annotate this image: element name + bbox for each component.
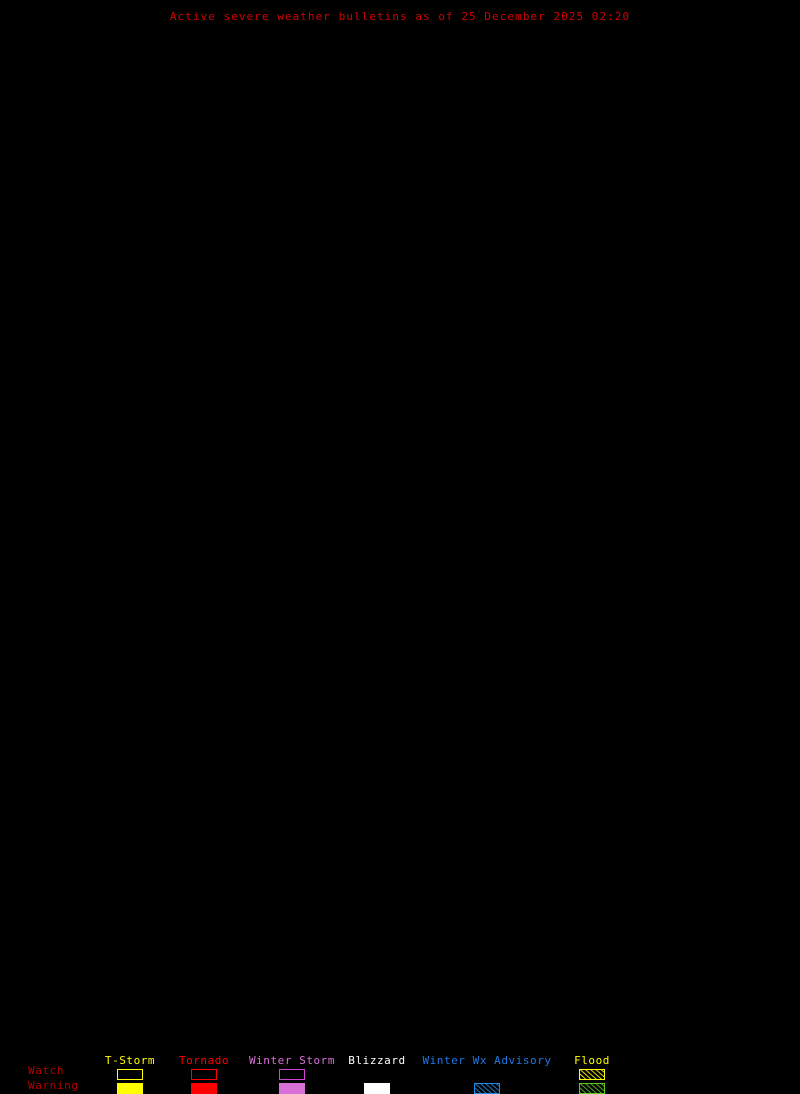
legend-header-winter-wx-advisory: Winter Wx Advisory (422, 1054, 552, 1067)
legend-header-winter-storm: Winter Storm (248, 1054, 336, 1067)
legend-swatch-winter-wx-advisory-warning (474, 1083, 500, 1094)
legend-header-tornado: Tornado (178, 1054, 230, 1067)
legend-swatch-flood-watch (579, 1069, 605, 1080)
legend-row-label-watch: Watch (28, 1064, 65, 1077)
legend-swatch-t-storm-watch (117, 1069, 143, 1080)
legend-row-label-warning: Warning (28, 1079, 79, 1092)
legend-swatch-winter-storm-warning (279, 1083, 305, 1094)
legend-swatch-tornado-watch (191, 1069, 217, 1080)
legend-swatch-t-storm-warning (117, 1083, 143, 1094)
legend-header-flood: Flood (574, 1054, 610, 1067)
legend: Watch Warning T-Storm Tornado Winter Storm… (0, 525, 800, 1094)
legend-swatch-winter-storm-watch (279, 1069, 305, 1080)
page-title: Active severe weather bulletins as of 25… (169, 10, 631, 23)
legend-header-blizzard: Blizzard (348, 1054, 406, 1067)
legend-swatch-blizzard-warning (364, 1083, 390, 1094)
weather-bulletin-map-window: Active severe weather bulletins as of 25… (0, 10, 800, 1094)
legend-swatch-tornado-warning (191, 1083, 217, 1094)
map-canvas[interactable] (0, 30, 800, 525)
legend-header-t-storm: T-Storm (104, 1054, 156, 1067)
legend-swatch-flood-warning (579, 1083, 605, 1094)
